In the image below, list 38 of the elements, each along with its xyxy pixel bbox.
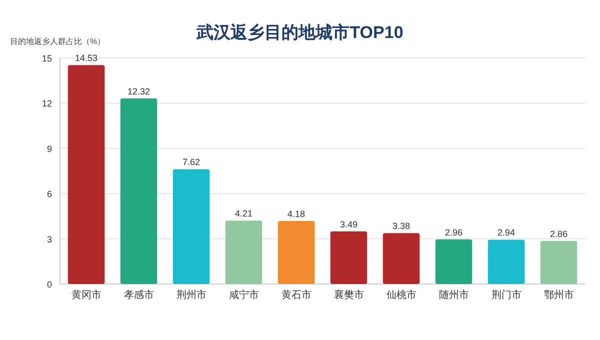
y-tick-label: 6 (46, 189, 52, 200)
data-label: 7.62 (182, 157, 200, 168)
data-label: 2.86 (550, 228, 568, 239)
x-tick-label: 荆门市 (491, 289, 522, 301)
x-tick-label: 仙桃市 (386, 289, 416, 301)
bar (330, 231, 368, 284)
x-tick-label: 襄樊市 (334, 289, 364, 301)
data-label: 2.96 (444, 227, 463, 238)
data-label: 14.53 (74, 53, 98, 64)
bar (540, 240, 578, 284)
y-tick-label: 12 (42, 98, 52, 109)
x-tick-label: 咸宁市 (228, 289, 259, 301)
bar (488, 240, 525, 284)
data-label: 4.21 (234, 208, 253, 219)
x-tick-label: 荆州市 (176, 289, 206, 301)
bar (172, 169, 210, 284)
data-label: 3.49 (340, 219, 358, 230)
data-label: 12.32 (127, 86, 150, 96)
y-tick-label: 9 (46, 144, 52, 154)
y-axis-title: 目的地返乡人群占比（%） (10, 37, 106, 46)
bar (382, 233, 420, 284)
data-label: 3.38 (392, 221, 410, 232)
bar (68, 65, 105, 284)
x-tick-label: 黄冈市 (71, 289, 102, 301)
x-tick-label: 鄂州市 (544, 289, 574, 301)
x-tick-label: 孝感市 (124, 289, 154, 301)
data-label: 2.94 (497, 228, 516, 238)
chart-title: 武汉返乡目的地城市TOP10 (196, 23, 404, 42)
x-tick-label: 黄石市 (281, 289, 312, 301)
bar (435, 239, 472, 284)
bar (278, 221, 315, 284)
bar (225, 220, 262, 284)
y-tick-label: 0 (46, 280, 52, 290)
y-tick-label: 3 (46, 234, 52, 244)
data-label: 4.18 (287, 209, 306, 220)
bar (120, 98, 158, 284)
x-tick-label: 随州市 (438, 289, 469, 301)
y-tick-label: 15 (42, 54, 52, 64)
